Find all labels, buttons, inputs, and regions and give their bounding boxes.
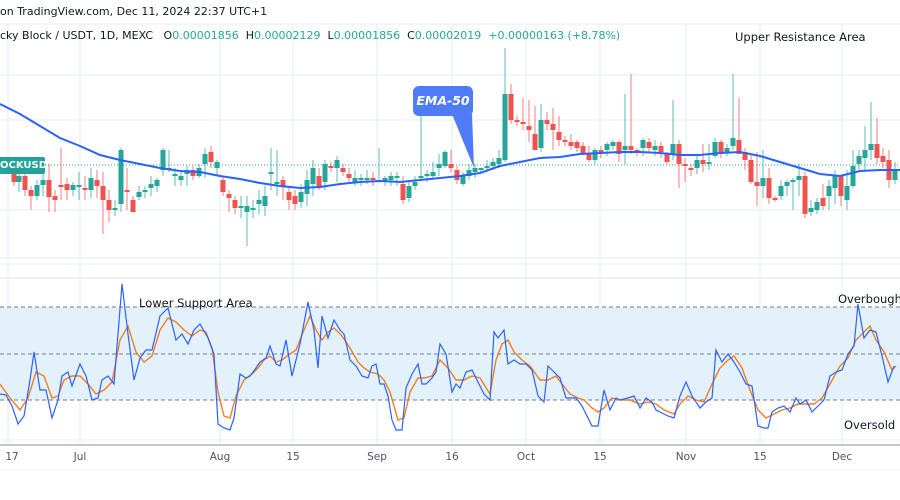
time-axis-label: 17 [5, 451, 19, 463]
open-value: 0.00001856 [172, 29, 239, 42]
close-value: 0.00002019 [414, 29, 482, 42]
low-value: 0.00001856 [333, 29, 401, 42]
ema-callout-pointer [452, 114, 474, 168]
low-label: L [327, 29, 334, 42]
ticker-price-tag: OCKUSDT [0, 157, 45, 174]
symbol-legend: cky Block / USDT, 1D, MEXC O0.00001856 H… [0, 29, 620, 42]
time-axis-label: Oct [516, 451, 536, 463]
time-axis-label: Aug [209, 451, 231, 463]
ema-50-callout: EMA-50 [413, 86, 473, 116]
symbol-name: cky Block / USDT, 1D, MEXC [0, 29, 154, 42]
time-axis-label: 15 [753, 451, 767, 463]
upper-resistance-label: Upper Resistance Area [735, 30, 866, 44]
ema-50-line [0, 103, 900, 190]
open-label: O [163, 29, 173, 42]
oscillator-band [0, 306, 900, 401]
time-axis-label: 15 [593, 451, 607, 463]
lower-support-label: Lower Support Area [139, 296, 253, 310]
stoch-d-line [0, 314, 897, 421]
oscillator-lines [0, 283, 897, 431]
time-axis-label: 16 [445, 451, 459, 463]
oversold-label: Oversold R [844, 418, 900, 432]
change-value: +0.00000163 (+8.78%) [488, 29, 621, 42]
high-label: H [245, 29, 254, 42]
close-label: C [407, 29, 415, 42]
stoch-k-line [0, 283, 895, 431]
source-attribution: on TradingView.com, Dec 11, 2024 22:37 U… [0, 5, 268, 18]
time-axis-label: Jul [73, 451, 87, 463]
time-axis-label: 15 [286, 451, 300, 463]
time-axis-label: Nov [675, 451, 697, 463]
time-axis-label: Sep [367, 451, 387, 463]
candlestick-series [11, 48, 898, 246]
overbought-label: Overbought [838, 292, 900, 306]
time-axis-label: Dec [831, 451, 853, 463]
high-value: 0.00002129 [253, 29, 321, 42]
